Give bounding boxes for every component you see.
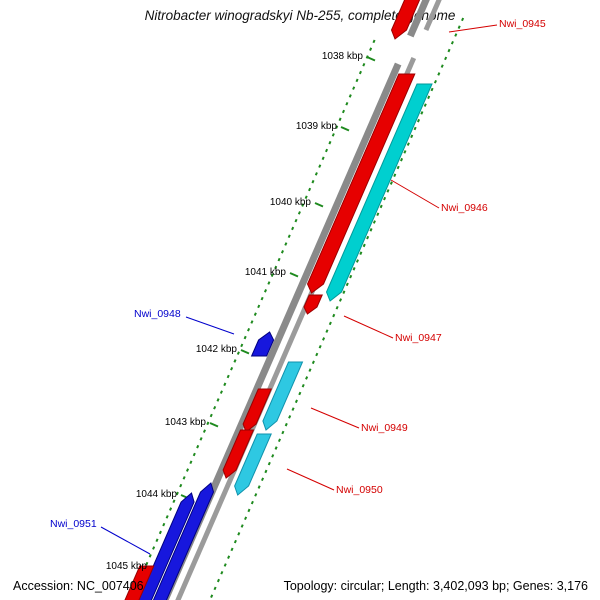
- ruler-tick: [366, 56, 376, 62]
- gene-arrow-Nwi_0946-pair[interactable]: [325, 83, 433, 302]
- gene-arrow-Nwi_0945[interactable]: [390, 0, 424, 40]
- leader-line-Nwi_0945: [448, 24, 498, 33]
- ruler-label: 1043 kbp: [164, 417, 206, 428]
- gene-label-Nwi_0947[interactable]: Nwi_0947: [395, 332, 442, 344]
- gene-arrow-Nwi_0948[interactable]: [250, 331, 275, 357]
- ruler-label: 1042 kbp: [195, 344, 237, 355]
- ruler-label: 1039 kbp: [295, 121, 337, 132]
- gene-label-Nwi_0946[interactable]: Nwi_0946: [441, 202, 488, 214]
- ruler-tick: [240, 349, 250, 355]
- leader-line-Nwi_0949: [310, 407, 360, 429]
- backbone-line-2: [423, 0, 442, 31]
- gene-arrow-fragment-bottom[interactable]: [119, 565, 155, 600]
- ruler-dotted-line-right: [208, 17, 465, 600]
- gene-label-Nwi_0948[interactable]: Nwi_0948: [134, 308, 181, 320]
- ruler-label: 1041 kbp: [244, 267, 286, 278]
- ruler-label: 1040 kbp: [269, 197, 311, 208]
- leader-line-Nwi_0950: [286, 468, 335, 491]
- ruler-dotted-line-left: [129, 39, 376, 600]
- gene-label-Nwi_0950[interactable]: Nwi_0950: [336, 484, 383, 496]
- accession-text: Accession: NC_007406: [13, 579, 144, 593]
- ruler-tick: [340, 126, 350, 132]
- backbone-line: [407, 0, 430, 38]
- gene-arrow-Nwi_0951-a[interactable]: [147, 482, 215, 600]
- ruler-label: 1044 kbp: [135, 489, 177, 500]
- leader-line-Nwi_0948: [185, 316, 235, 335]
- leader-line-Nwi_0951: [100, 526, 151, 555]
- gene-arrow-Nwi_0947[interactable]: [303, 294, 323, 315]
- gene-arrow-Nwi_0946[interactable]: [306, 73, 416, 294]
- ruler-tick: [209, 422, 219, 428]
- gene-arrow-Nwi_0950-pair[interactable]: [234, 433, 272, 496]
- ruler-tick: [289, 272, 299, 278]
- map-title: Nitrobacter winogradskyi Nb-255, complet…: [144, 8, 456, 23]
- gene-label-Nwi_0949[interactable]: Nwi_0949: [361, 422, 408, 434]
- ruler-label: 1045 kbp: [105, 561, 147, 572]
- gene-label-Nwi_0945[interactable]: Nwi_0945: [499, 18, 546, 30]
- topology-text: Topology: circular; Length: 3,402,093 bp…: [283, 579, 588, 593]
- gene-arrow-Nwi_0949[interactable]: [242, 388, 273, 433]
- leader-line-Nwi_0947: [343, 315, 394, 339]
- gene-arrow-Nwi_0949-pair[interactable]: [262, 361, 304, 431]
- gene-arrow-Nwi_0950[interactable]: [222, 429, 255, 479]
- ruler-tick: [314, 202, 324, 208]
- ruler-label: 1038 kbp: [321, 51, 363, 62]
- gene-label-Nwi_0951[interactable]: Nwi_0951: [50, 518, 97, 530]
- gene-arrow-Nwi_0951-b[interactable]: [132, 492, 195, 600]
- leader-line-Nwi_0946: [390, 179, 440, 209]
